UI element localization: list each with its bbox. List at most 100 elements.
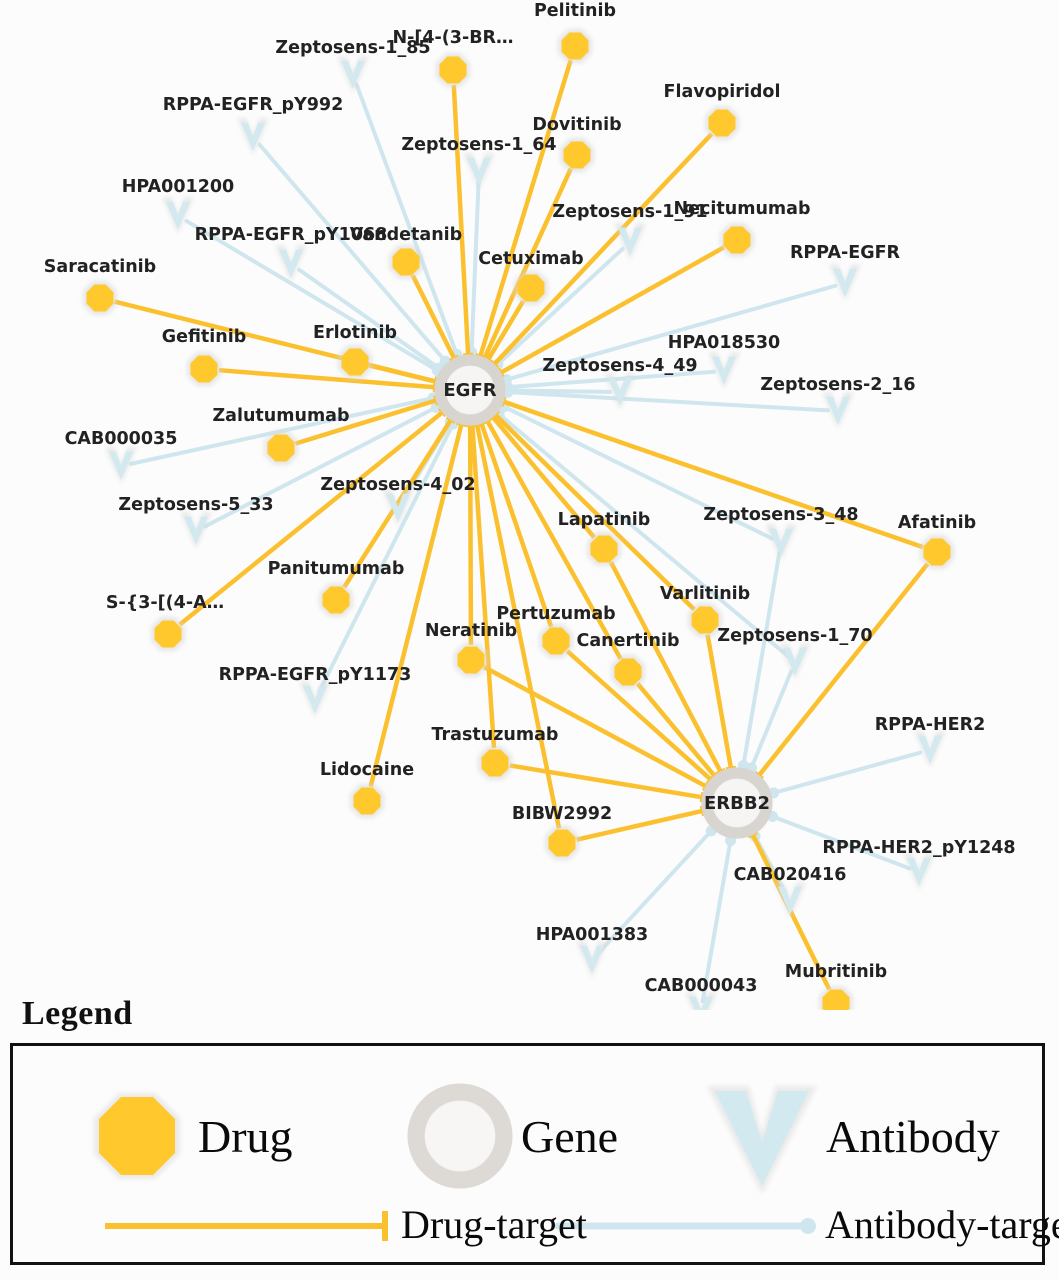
drug-node[interactable] [454, 643, 488, 677]
antibody-node-label: HPA018530 [668, 333, 780, 353]
drug-node[interactable] [705, 106, 739, 140]
drug-target-edges [114, 59, 930, 991]
legend-canvas [94, 1083, 817, 1241]
antibody-node-label: Zeptosens-1_91 [552, 202, 707, 222]
antibody-node[interactable] [162, 197, 194, 234]
drug-node-label: Neratinib [425, 621, 517, 641]
antibody-node-label: Zeptosens-1_85 [275, 38, 430, 58]
drug-node[interactable] [350, 784, 384, 818]
antibody-node-label: CAB020416 [734, 865, 847, 885]
antibody-node[interactable] [237, 118, 269, 155]
drug-node-label: Canertinib [577, 631, 680, 651]
antibody-node[interactable] [765, 524, 797, 561]
legend-box: Drug Gene Antibody Drug-target Antibody-… [10, 1043, 1059, 1265]
canvas-background [0, 0, 1059, 1010]
drug-node[interactable] [264, 431, 298, 465]
antibody-target-edges [128, 82, 923, 1004]
antibody-node-label: Zeptosens-2_16 [760, 375, 915, 395]
antibody-node-label: RPPA-EGFR_pY992 [163, 95, 344, 115]
drug-node[interactable] [539, 624, 573, 658]
legend-label-drug-target: Drug-target [401, 1202, 587, 1247]
antibody-node[interactable] [685, 992, 717, 1010]
antibody-node[interactable] [275, 245, 307, 282]
drug-node-label: Vandetanib [350, 225, 462, 245]
drug-node[interactable] [187, 352, 221, 386]
drug-node-label: Necitumumab [674, 199, 811, 219]
drug-node[interactable] [545, 826, 579, 860]
drug-node-label: Flavopiridol [664, 82, 781, 102]
antibody-node-label: RPPA-EGFR [790, 243, 901, 263]
drug-node[interactable] [688, 603, 722, 637]
graph-nodes[interactable] [83, 29, 954, 1010]
antibody-node[interactable] [604, 373, 636, 410]
drug-node[interactable] [514, 271, 548, 305]
antibody-node[interactable] [614, 223, 646, 260]
drug-node-label: Mubritinib [785, 962, 887, 982]
antibody-node[interactable] [779, 643, 811, 680]
drug-node-label: Panitumumab [268, 559, 405, 579]
drug-node[interactable] [478, 746, 512, 780]
antibody-node[interactable] [708, 352, 740, 389]
antibody-node[interactable] [299, 681, 331, 718]
antibody-node[interactable] [914, 731, 946, 768]
antibody-node-label: Zeptosens-5_33 [118, 495, 273, 515]
antibody-node-label: CAB000035 [65, 429, 178, 449]
drug-node[interactable] [920, 535, 954, 569]
antibody-node[interactable] [829, 264, 861, 301]
legend-antibody-glyph [707, 1086, 817, 1194]
antibody-node-label: RPPA-HER2_pY1248 [822, 838, 1015, 858]
legend-label-antibody: Antibody [826, 1111, 1000, 1162]
drug-node[interactable] [389, 245, 423, 279]
drug-node[interactable] [319, 583, 353, 617]
network-canvas[interactable]: Zeptosens-1_85 RPPA-EGFR_pY992 HPA001200 RP… [0, 0, 1059, 1010]
drug-node-label: Trastuzumab [432, 725, 559, 745]
antibody-node[interactable] [576, 941, 608, 978]
drug-node[interactable] [560, 138, 594, 172]
drug-node-label: S-{3-[(4-A… [106, 593, 224, 613]
antibody-node[interactable] [774, 882, 806, 919]
antibody-node-label: RPPA-EGFR_pY1068 [195, 225, 388, 245]
drug-node[interactable] [338, 345, 372, 379]
legend-gene-glyph [407, 1083, 513, 1189]
drug-node-label: Erlotinib [313, 323, 397, 343]
drug-node-label: Pelitinib [534, 1, 616, 21]
gene-node-label: ERBB2 [704, 793, 770, 814]
antibody-node[interactable] [105, 447, 137, 484]
drug-node-label: Zalutumumab [212, 406, 349, 426]
legend-drug-target-line [105, 1211, 388, 1241]
drug-node-label: Lapatinib [558, 510, 651, 530]
antibody-node[interactable] [463, 153, 495, 190]
gene-node[interactable] [701, 767, 773, 839]
legend-title: Legend [22, 995, 133, 1032]
drug-node-label: Pertuzumab [496, 604, 615, 624]
legend-label-drug: Drug [198, 1111, 293, 1162]
drug-node[interactable] [720, 223, 754, 257]
drug-node[interactable] [151, 617, 185, 651]
legend-drug-glyph [94, 1093, 180, 1179]
legend-label-gene: Gene [521, 1111, 619, 1162]
gene-node-label: EGFR [443, 380, 496, 401]
antibody-node[interactable] [822, 392, 854, 429]
antibody-node[interactable] [382, 489, 414, 526]
gene-node[interactable] [434, 354, 506, 426]
antibody-node-label: Zeptosens-3_48 [703, 505, 858, 525]
antibody-node[interactable] [180, 512, 212, 549]
drug-node[interactable] [611, 655, 645, 689]
antibody-node-label: Zeptosens-4_02 [320, 475, 475, 495]
graph-node-labels: Zeptosens-1_85 RPPA-EGFR_pY992 HPA001200 RP… [44, 1, 1016, 996]
legend-antibody-target-line [554, 1218, 816, 1234]
drug-node-label: Dovitinib [532, 115, 621, 135]
drug-node[interactable] [83, 281, 117, 315]
antibody-node[interactable] [337, 56, 369, 93]
antibody-node-label: Zeptosens-1_64 [401, 135, 556, 155]
drug-node[interactable] [587, 532, 621, 566]
drug-node-label: Cetuximab [478, 249, 583, 269]
drug-node[interactable] [558, 29, 592, 63]
drug-node-label: Saracatinib [44, 257, 156, 277]
drug-node[interactable] [819, 986, 853, 1010]
drug-node[interactable] [436, 53, 470, 87]
drug-node-label: Lidocaine [320, 760, 414, 780]
antibody-node[interactable] [903, 853, 935, 890]
drug-node-label: Afatinib [898, 513, 976, 533]
